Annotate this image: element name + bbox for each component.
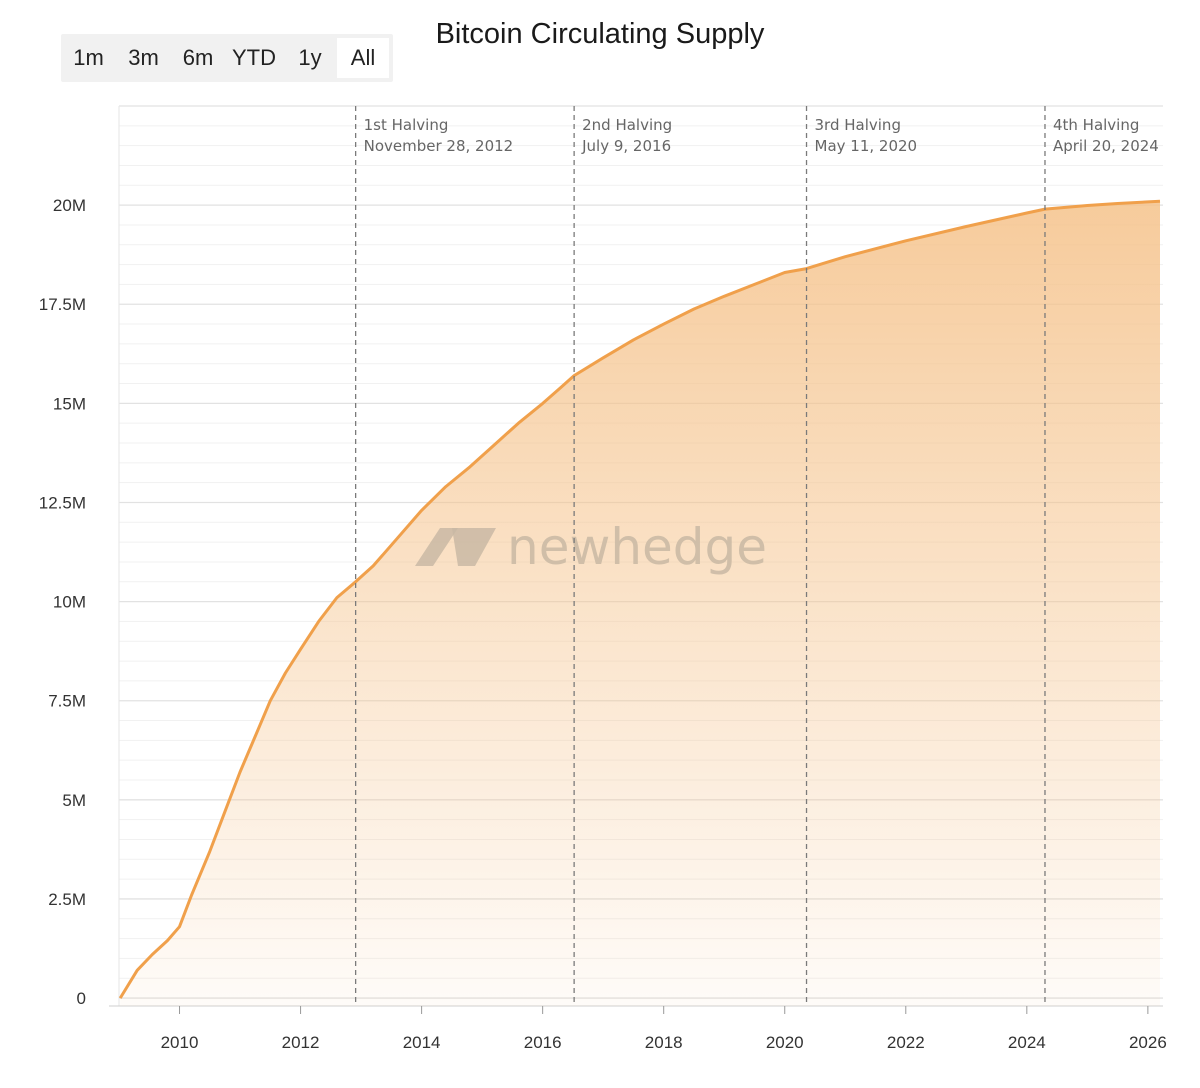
- y-tick-label: 5M: [62, 791, 86, 810]
- range-1y-button[interactable]: 1y: [298, 45, 322, 70]
- x-tick-label: 2018: [645, 1033, 683, 1052]
- y-tick-label: 2.5M: [48, 890, 86, 909]
- x-tick-label: 2026: [1129, 1033, 1167, 1052]
- x-tick-label: 2022: [887, 1033, 925, 1052]
- supply-line: [118, 199, 1161, 999]
- range-selector: 1m 3m 6m YTD 1y All: [61, 34, 393, 82]
- y-tick-label: 15M: [53, 394, 86, 413]
- y-tick-label: 20M: [53, 196, 86, 215]
- halving-label: 4th Halving: [1053, 116, 1139, 134]
- x-tick-label: 2014: [403, 1033, 441, 1052]
- halving-label: 1st Halving: [364, 116, 449, 134]
- range-all-button[interactable]: All: [337, 38, 389, 78]
- watermark-logo-mark: [452, 528, 496, 566]
- watermark-logo-mark: [415, 528, 458, 566]
- y-tick-label: 7.5M: [48, 692, 86, 711]
- halving-label: 3rd Halving: [815, 116, 901, 134]
- x-tick-label: 2016: [524, 1033, 562, 1052]
- watermark-text: newhedge: [507, 518, 767, 576]
- y-tick-label: 17.5M: [39, 295, 86, 314]
- supply-area: [120, 201, 1161, 1006]
- x-tick-label: 2010: [161, 1033, 199, 1052]
- x-tick-label: 2012: [282, 1033, 320, 1052]
- halving-date: April 20, 2024: [1053, 137, 1159, 155]
- y-tick-label: 10M: [53, 593, 86, 612]
- range-6m-button[interactable]: 6m: [182, 45, 214, 70]
- range-3m-button[interactable]: 3m: [128, 45, 159, 70]
- x-tick-label: 2020: [766, 1033, 804, 1052]
- halving-date: May 11, 2020: [815, 137, 918, 155]
- halving-label: 2nd Halving: [582, 116, 672, 134]
- halving-date: November 28, 2012: [364, 137, 514, 155]
- chart-title: Bitcoin Circulating Supply: [435, 18, 765, 50]
- y-tick-label: 0: [77, 989, 86, 1008]
- newhedge-watermark: newhedge: [415, 518, 767, 576]
- x-tick-label: 2024: [1008, 1033, 1046, 1052]
- halving-date: July 9, 2016: [581, 137, 671, 155]
- range-1m-button[interactable]: 1m: [73, 45, 104, 70]
- range-ytd-button[interactable]: YTD: [232, 45, 276, 70]
- y-tick-label: 12.5M: [39, 493, 86, 512]
